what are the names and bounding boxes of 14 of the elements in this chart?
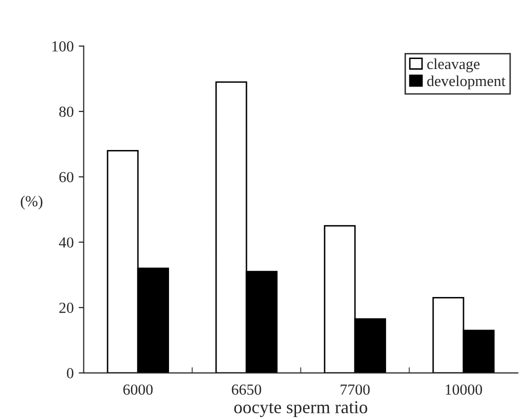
y-tick-label: 0 bbox=[66, 368, 74, 378]
y-tick-label: 60 bbox=[59, 172, 74, 182]
y-tick-label: 40 bbox=[58, 237, 74, 248]
y-tick-label: 80 bbox=[59, 106, 74, 117]
legend-label: development bbox=[427, 75, 506, 90]
x-tick-label: 6650 bbox=[232, 384, 262, 395]
y-axis-title: (%) bbox=[20, 196, 42, 210]
legend-label: cleavage bbox=[427, 58, 480, 72]
y-tick-label: 20 bbox=[59, 302, 74, 313]
y-tick-label: 100 bbox=[52, 41, 74, 52]
x-tick-label: 10000 bbox=[446, 384, 482, 395]
x-tick-label: 6000 bbox=[123, 384, 153, 395]
x-axis-title: oocyte sperm ratio bbox=[234, 401, 368, 418]
x-tick-label: 7700 bbox=[340, 384, 370, 395]
